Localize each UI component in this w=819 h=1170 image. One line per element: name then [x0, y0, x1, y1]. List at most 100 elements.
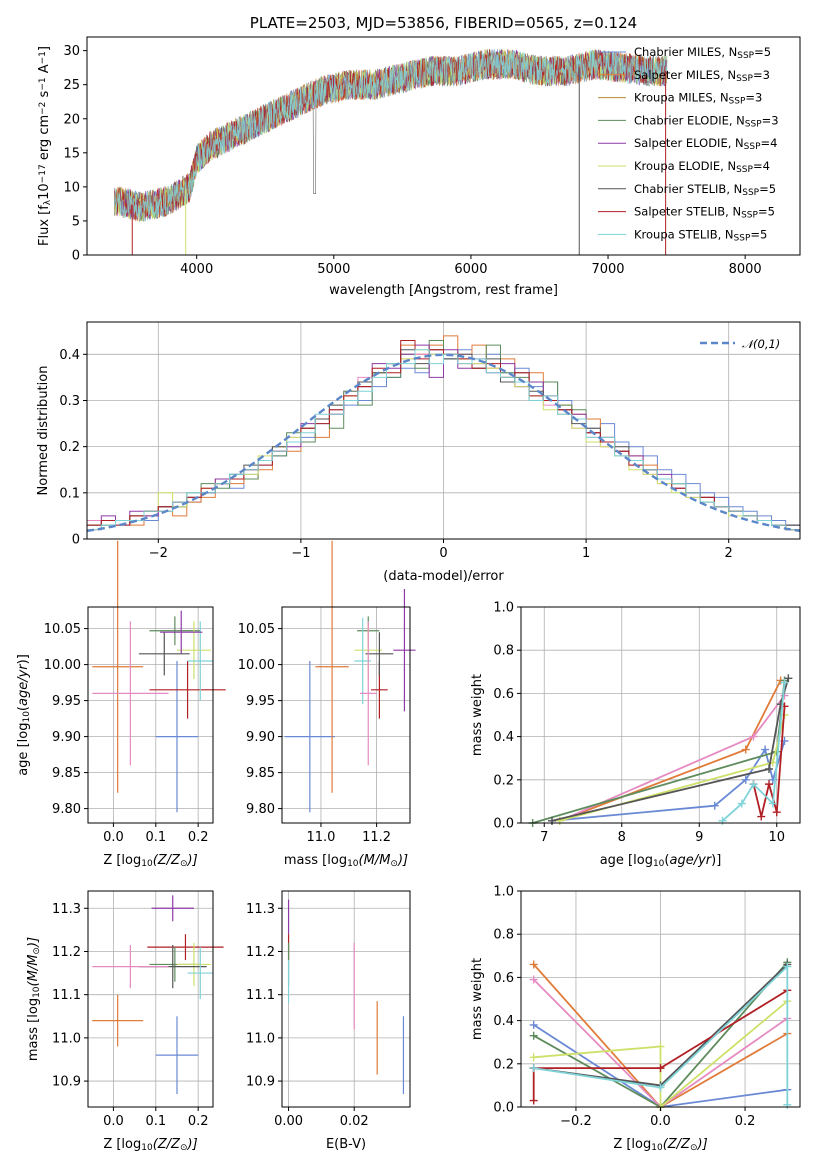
y-tick-label: 0.1 — [59, 486, 80, 501]
gaussian-curve — [86, 353, 801, 533]
x-axis-label: Z [log10(Z/Z⊙)] — [103, 1137, 197, 1153]
y-tick-label: 9.95 — [52, 694, 81, 709]
y-tick-label: 11.3 — [52, 902, 81, 917]
axes-frame — [87, 606, 214, 824]
weight-vs-age-panel: 7 8 9 10 0.0 0.2 0.4 0.6 0.8 1.0 age [log10(age/yr… — [470, 601, 801, 869]
plot-area — [92, 540, 226, 813]
axes-frame — [281, 606, 411, 824]
y-tick-label: 0.4 — [493, 1014, 514, 1029]
axes-frame — [520, 606, 801, 824]
y-tick-label: 11.2 — [246, 945, 275, 960]
plot-area — [86, 335, 801, 539]
x-tick-label: −1 — [291, 546, 310, 561]
y-tick-label: 9.85 — [52, 766, 81, 781]
x-tick-label: 0.0 — [103, 830, 124, 845]
y-axis-label: mass weight — [470, 958, 485, 1040]
y-tick-label: 0.0 — [493, 1101, 514, 1116]
legend-entry: Salpeter MILES, NSSP=3 — [634, 68, 770, 84]
weight-marker — [529, 1053, 538, 1062]
x-axis-label: E(B-V) — [326, 1137, 366, 1152]
x-tick-label: 0.00 — [274, 1114, 303, 1129]
x-tick-label: 0.2 — [188, 830, 209, 845]
x-tick-label: 6000 — [454, 262, 487, 277]
grid — [521, 606, 800, 824]
y-tick-label: 9.85 — [246, 766, 275, 781]
weight-marker — [529, 960, 538, 969]
y-tick-label: 11.1 — [52, 988, 81, 1003]
weight-marker — [761, 745, 770, 754]
legend-entry: Kroupa STELIB, NSSP=5 — [634, 227, 767, 243]
x-axis-label: Z [log10(Z/Z⊙)] — [103, 853, 197, 869]
x-axis-label: Z [log10(Z/Z⊙)] — [613, 1137, 707, 1153]
grid — [88, 891, 213, 1107]
y-axis-label: Normed distribution — [36, 366, 51, 496]
x-tick-label: 11.2 — [362, 830, 391, 845]
x-tick-label: 8000 — [729, 262, 762, 277]
plot-area — [92, 895, 224, 1095]
weight-marker — [718, 816, 727, 825]
legend-entry: 𝒩(0,1) — [742, 337, 780, 351]
x-tick-label: 0.02 — [340, 1114, 369, 1129]
weight-line — [559, 695, 786, 822]
x-axis-label: age [log10(age/yr)] — [600, 853, 722, 869]
y-tick-label: 10.05 — [44, 622, 81, 637]
x-tick-label: 0.1 — [145, 1114, 166, 1129]
y-tick-label: 11.1 — [246, 988, 275, 1003]
weight-marker — [741, 745, 750, 754]
age-vs-mass-panel: 11.0 11.2 9.80 9.85 9.90 9.95 10.00 10.05 mass [… — [238, 540, 416, 869]
y-tick-label: 0.4 — [59, 348, 80, 363]
x-tick-label: 5000 — [317, 262, 350, 277]
y-tick-label: 1.0 — [493, 885, 514, 900]
y-tick-label: 5 — [72, 214, 80, 229]
y-tick-label: 10 — [63, 180, 80, 195]
x-tick-label: 0 — [439, 546, 447, 561]
y-tick-label: 11.2 — [52, 945, 81, 960]
grid — [88, 607, 213, 823]
grid — [282, 607, 410, 823]
mass-vs-ebv-panel: 0.00 0.02 10.9 11.0 11.1 11.2 11.3 E(B-V) — [246, 890, 411, 1152]
y-tick-label: 9.90 — [52, 730, 81, 745]
y-tick-label: 15 — [63, 146, 80, 161]
legend-entry: Kroupa ELODIE, NSSP=4 — [634, 159, 770, 175]
x-tick-label: 0.0 — [650, 1114, 671, 1129]
x-tick-label: 2 — [725, 546, 733, 561]
weight-vs-z-panel: −0.2 0.0 0.2 0.0 0.2 0.4 0.6 0.8 1.0 Z [log10(Z/Z… — [470, 885, 801, 1153]
y-tick-label: 11.0 — [52, 1031, 81, 1046]
x-tick-label: 8 — [618, 830, 626, 845]
histogram-step — [86, 340, 800, 539]
x-tick-label: 1 — [582, 546, 590, 561]
legend: Chabrier MILES, NSSP=5 Salpeter MILES, NS… — [598, 45, 779, 244]
spectrum-panel: 4000 5000 6000 7000 8000 0 5 10 15 20 25 30 PLATE=25… — [37, 14, 801, 298]
x-axis-label: (data-model)/error — [383, 569, 504, 584]
weight-marker — [768, 799, 777, 808]
weight-line — [532, 680, 786, 824]
y-tick-label: 0.0 — [493, 817, 514, 832]
y-tick-label: 0 — [72, 533, 80, 548]
axes-frame — [87, 890, 214, 1108]
weight-marker — [710, 801, 719, 810]
weight-marker — [741, 775, 750, 784]
y-tick-label: 10.00 — [238, 658, 275, 673]
x-tick-label: 0.2 — [735, 1114, 756, 1129]
weight-marker — [772, 808, 781, 817]
x-tick-label: 0.2 — [188, 1114, 209, 1129]
weight-marker — [656, 1042, 665, 1051]
weight-marker — [757, 812, 766, 821]
y-tick-label: 0.2 — [59, 440, 80, 455]
y-tick-label: 0.4 — [493, 730, 514, 745]
y-tick-label: 0.8 — [493, 928, 514, 943]
legend-entry: Chabrier STELIB, NSSP=5 — [634, 182, 776, 198]
plot-area — [284, 540, 416, 813]
spectrum-line — [114, 48, 668, 222]
weight-marker — [783, 962, 792, 971]
y-tick-label: 10.9 — [52, 1075, 81, 1090]
weight-line — [551, 740, 786, 822]
y-tick-label: 0.8 — [493, 644, 514, 659]
weight-marker — [548, 816, 556, 825]
y-tick-label: 9.90 — [246, 730, 275, 745]
x-tick-label: 7000 — [591, 262, 624, 277]
x-tick-label: 10 — [768, 830, 785, 845]
y-tick-label: 9.95 — [246, 694, 275, 709]
legend-entry: Chabrier ELODIE, NSSP=3 — [634, 113, 779, 129]
